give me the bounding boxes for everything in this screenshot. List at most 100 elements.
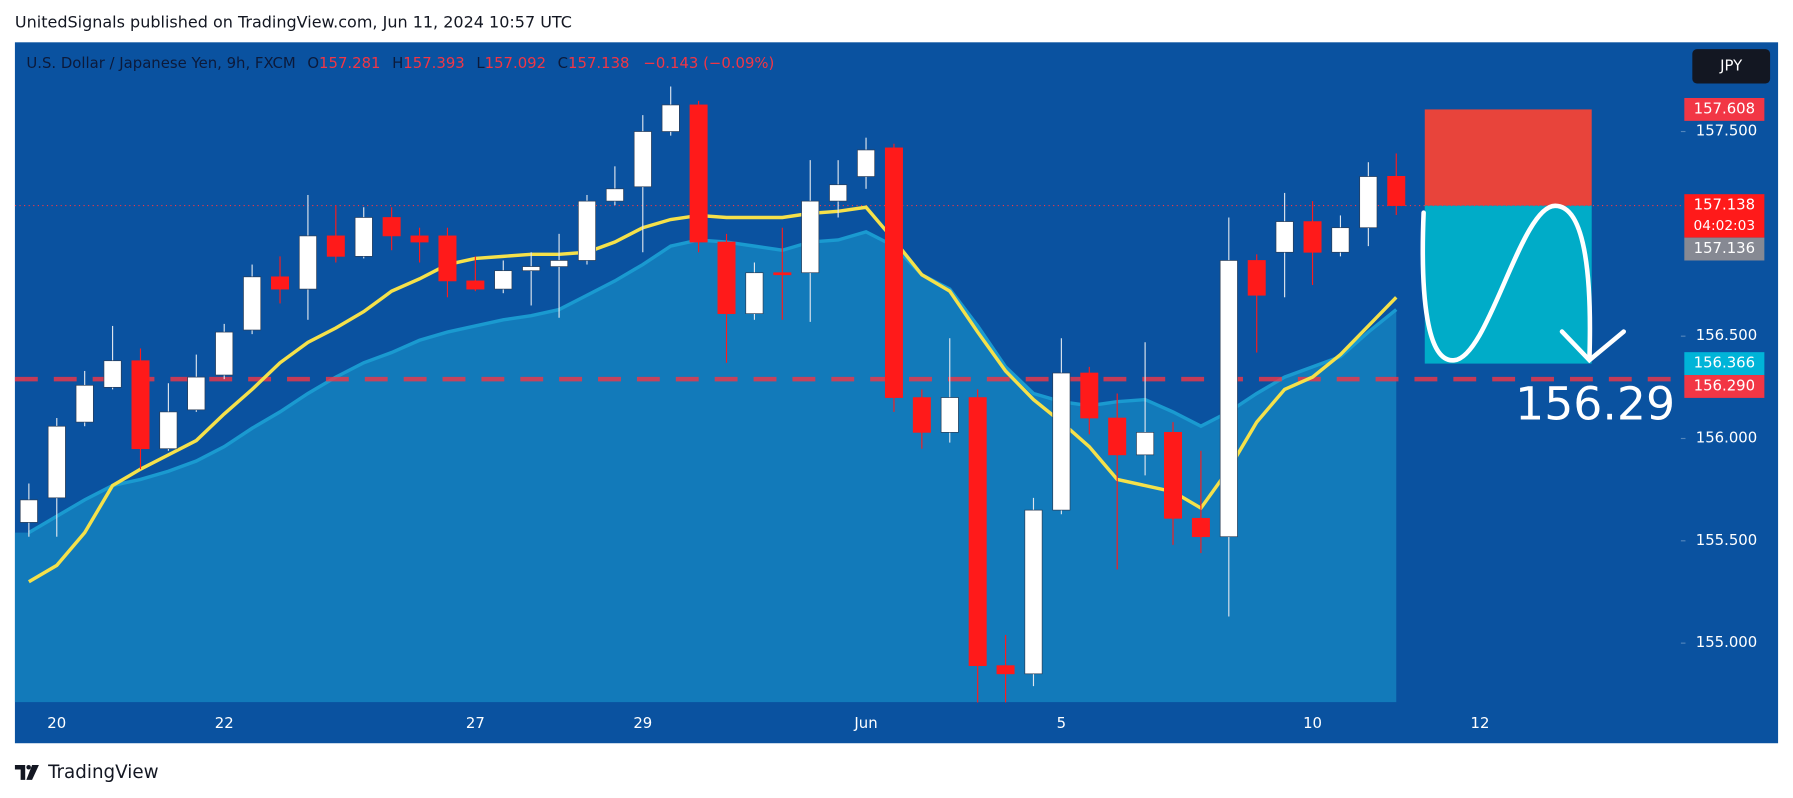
symbol-legend: U.S. Dollar / Japanese Yen, 9h, FXCM O15… xyxy=(26,54,774,72)
candle-body xyxy=(1052,372,1071,511)
band-area xyxy=(14,231,1397,703)
candle-body xyxy=(577,200,596,261)
target-annotation: 156.29 xyxy=(1515,378,1675,431)
candle-body xyxy=(466,280,485,290)
change: −0.143 (−0.09%) xyxy=(643,54,774,72)
y-tick-label: 155.000 xyxy=(1696,633,1757,651)
candle-body xyxy=(326,235,345,257)
currency-label[interactable]: JPY xyxy=(1719,56,1743,74)
x-tick-label: 12 xyxy=(1471,714,1490,732)
candle-body xyxy=(661,104,680,132)
candle-body xyxy=(912,397,931,433)
candle-body xyxy=(1024,509,1043,675)
price-label: 156.290 xyxy=(1694,376,1755,394)
candle-body xyxy=(438,235,457,282)
candle-body xyxy=(1108,417,1127,456)
price-label-box xyxy=(1684,375,1765,398)
candle-body xyxy=(745,272,764,315)
ohlc-value: 157.138 xyxy=(568,54,629,72)
price-label-box xyxy=(1684,352,1765,376)
candle-body xyxy=(187,376,206,411)
price-label: 157.608 xyxy=(1694,99,1755,117)
candle-body xyxy=(1247,260,1266,296)
logo-mark xyxy=(14,764,26,780)
candle-body xyxy=(131,360,150,450)
logo-mark xyxy=(26,764,31,770)
candle-body xyxy=(550,260,569,267)
candle-body xyxy=(996,665,1015,675)
candle-body xyxy=(159,411,178,450)
symbol: U.S. Dollar / Japanese Yen, 9h, FXCM xyxy=(26,54,295,72)
candle-body xyxy=(298,235,317,290)
candle-body xyxy=(494,270,513,290)
x-tick-label: 5 xyxy=(1057,714,1066,732)
x-tick-label: 10 xyxy=(1303,714,1322,732)
target-zone xyxy=(1424,205,1592,364)
ohlc-key: H xyxy=(392,54,403,72)
arrow-head xyxy=(1559,329,1627,364)
publish-header: UnitedSignals published on TradingView.c… xyxy=(15,12,572,31)
currency-button[interactable] xyxy=(1692,49,1771,84)
candle-body xyxy=(1191,517,1210,538)
y-tick-label: 156.500 xyxy=(1696,326,1757,344)
x-tick-label: 29 xyxy=(633,714,652,732)
y-tick-label: 157.500 xyxy=(1696,122,1757,140)
candle-body xyxy=(243,276,262,331)
x-tick-label: 20 xyxy=(47,714,66,732)
candle-body xyxy=(773,272,792,276)
price-label-box xyxy=(1684,237,1765,261)
arrow-curve xyxy=(1420,203,1593,363)
candle-body xyxy=(1275,221,1294,253)
x-tick-label: Jun xyxy=(853,714,877,732)
candle-body xyxy=(1136,432,1155,456)
price-label: 157.138 xyxy=(1694,196,1755,214)
candle-body xyxy=(1303,221,1322,253)
price-label-box xyxy=(1684,194,1765,238)
candle-body xyxy=(689,104,708,243)
candle-body xyxy=(1080,372,1099,419)
ohlc-value: 157.281 xyxy=(319,54,380,72)
candle-body xyxy=(633,131,652,188)
candle-body xyxy=(103,360,122,388)
candle-body xyxy=(382,217,401,237)
ohlc-key: L xyxy=(476,54,485,72)
candle-body xyxy=(215,331,234,376)
candle-body xyxy=(968,397,987,666)
price-label-box xyxy=(1684,97,1765,121)
candle-body xyxy=(410,235,429,243)
brand-name: TradingView xyxy=(47,762,159,783)
position-arrow xyxy=(1420,203,1627,364)
band-line xyxy=(28,229,1398,535)
logo-mark xyxy=(26,764,39,780)
candle-body xyxy=(857,149,876,177)
ohlc-value: 157.393 xyxy=(403,54,464,72)
ohlc-value: 157.092 xyxy=(485,54,546,72)
price-label: 156.366 xyxy=(1694,354,1755,372)
candle-body xyxy=(940,397,959,433)
candle-body xyxy=(354,217,373,257)
candle-body xyxy=(1164,432,1183,519)
x-tick-label: 22 xyxy=(215,714,234,732)
candle-body xyxy=(1387,176,1406,206)
candle-body xyxy=(829,184,848,202)
candle-body xyxy=(19,499,38,523)
candle-body xyxy=(47,425,66,499)
plot: 20 22 27 29 Jun 5 10 12 155.000 155.500 156.000 156… xyxy=(14,86,1765,732)
candle-body xyxy=(1219,260,1238,538)
ohlc-key: C xyxy=(558,54,568,72)
countdown: 04:02:03 xyxy=(1694,218,1756,234)
brand-logo xyxy=(14,764,39,780)
ohlc-key: O xyxy=(307,54,319,72)
candle-body xyxy=(75,384,94,423)
y-tick-label: 155.500 xyxy=(1696,531,1757,549)
candle-body xyxy=(717,241,736,315)
candle-body xyxy=(801,200,820,274)
y-tick-label: 156.000 xyxy=(1696,428,1757,446)
candle-body xyxy=(271,276,290,290)
price-label: 157.136 xyxy=(1694,239,1755,257)
candle-body xyxy=(884,147,903,398)
x-tick-label: 27 xyxy=(466,714,485,732)
stop-zone xyxy=(1424,109,1592,206)
candle-body xyxy=(605,188,624,202)
candle-body xyxy=(1331,227,1350,253)
